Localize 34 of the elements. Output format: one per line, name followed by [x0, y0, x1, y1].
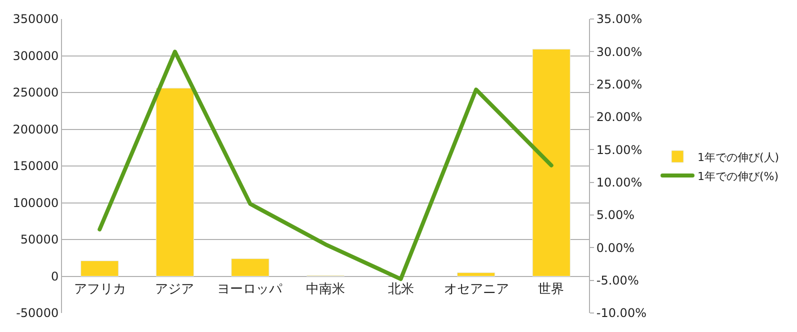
bar [80, 260, 119, 276]
y2-tick-label: 0.00% [596, 240, 635, 255]
bar [231, 258, 270, 276]
y2-tick-label: 25.00% [596, 78, 642, 92]
x-tick-label: 北米 [388, 282, 414, 297]
x-tick-label: アジア [155, 282, 194, 297]
y2-tick-label: -5.00% [596, 274, 639, 288]
y-tick-label: -50000 [16, 306, 59, 320]
legend-label: 1年での伸び(%) [698, 170, 779, 183]
y2-tick-label: 20.00% [596, 110, 642, 124]
x-tick-label: 世界 [538, 282, 564, 297]
line-series [98, 50, 554, 282]
x-tick-label: 中南米 [306, 282, 345, 297]
y-tick-label: 0 [50, 269, 59, 284]
y-tick-label: 350000 [12, 12, 59, 26]
y2-tick-label: -10.00% [596, 306, 646, 320]
y-tick-label: 300000 [12, 48, 59, 63]
y2-tick-label: 5.00% [596, 208, 635, 222]
y-tick-label: 200000 [12, 122, 59, 136]
y2-tick-label: 10.00% [596, 176, 642, 190]
x-tick-label: オセアニア [444, 282, 509, 297]
bar [156, 88, 194, 276]
bar [532, 48, 570, 276]
y-tick-label: 150000 [12, 159, 59, 174]
bar [457, 272, 496, 276]
y-tick-label: 250000 [12, 86, 59, 100]
y-tick-label: 100000 [12, 196, 59, 210]
y2-tick-label: 15.00% [596, 142, 642, 157]
legend-label: 1年での伸び(人) [698, 150, 780, 164]
y2-tick-label: 30.00% [596, 44, 642, 59]
y2-tick-label: 35.00% [596, 12, 642, 26]
y-tick-label: 50000 [20, 232, 59, 247]
x-tick-label: ヨーロッパ [217, 282, 283, 297]
x-tick-label: アフリカ [74, 282, 126, 297]
